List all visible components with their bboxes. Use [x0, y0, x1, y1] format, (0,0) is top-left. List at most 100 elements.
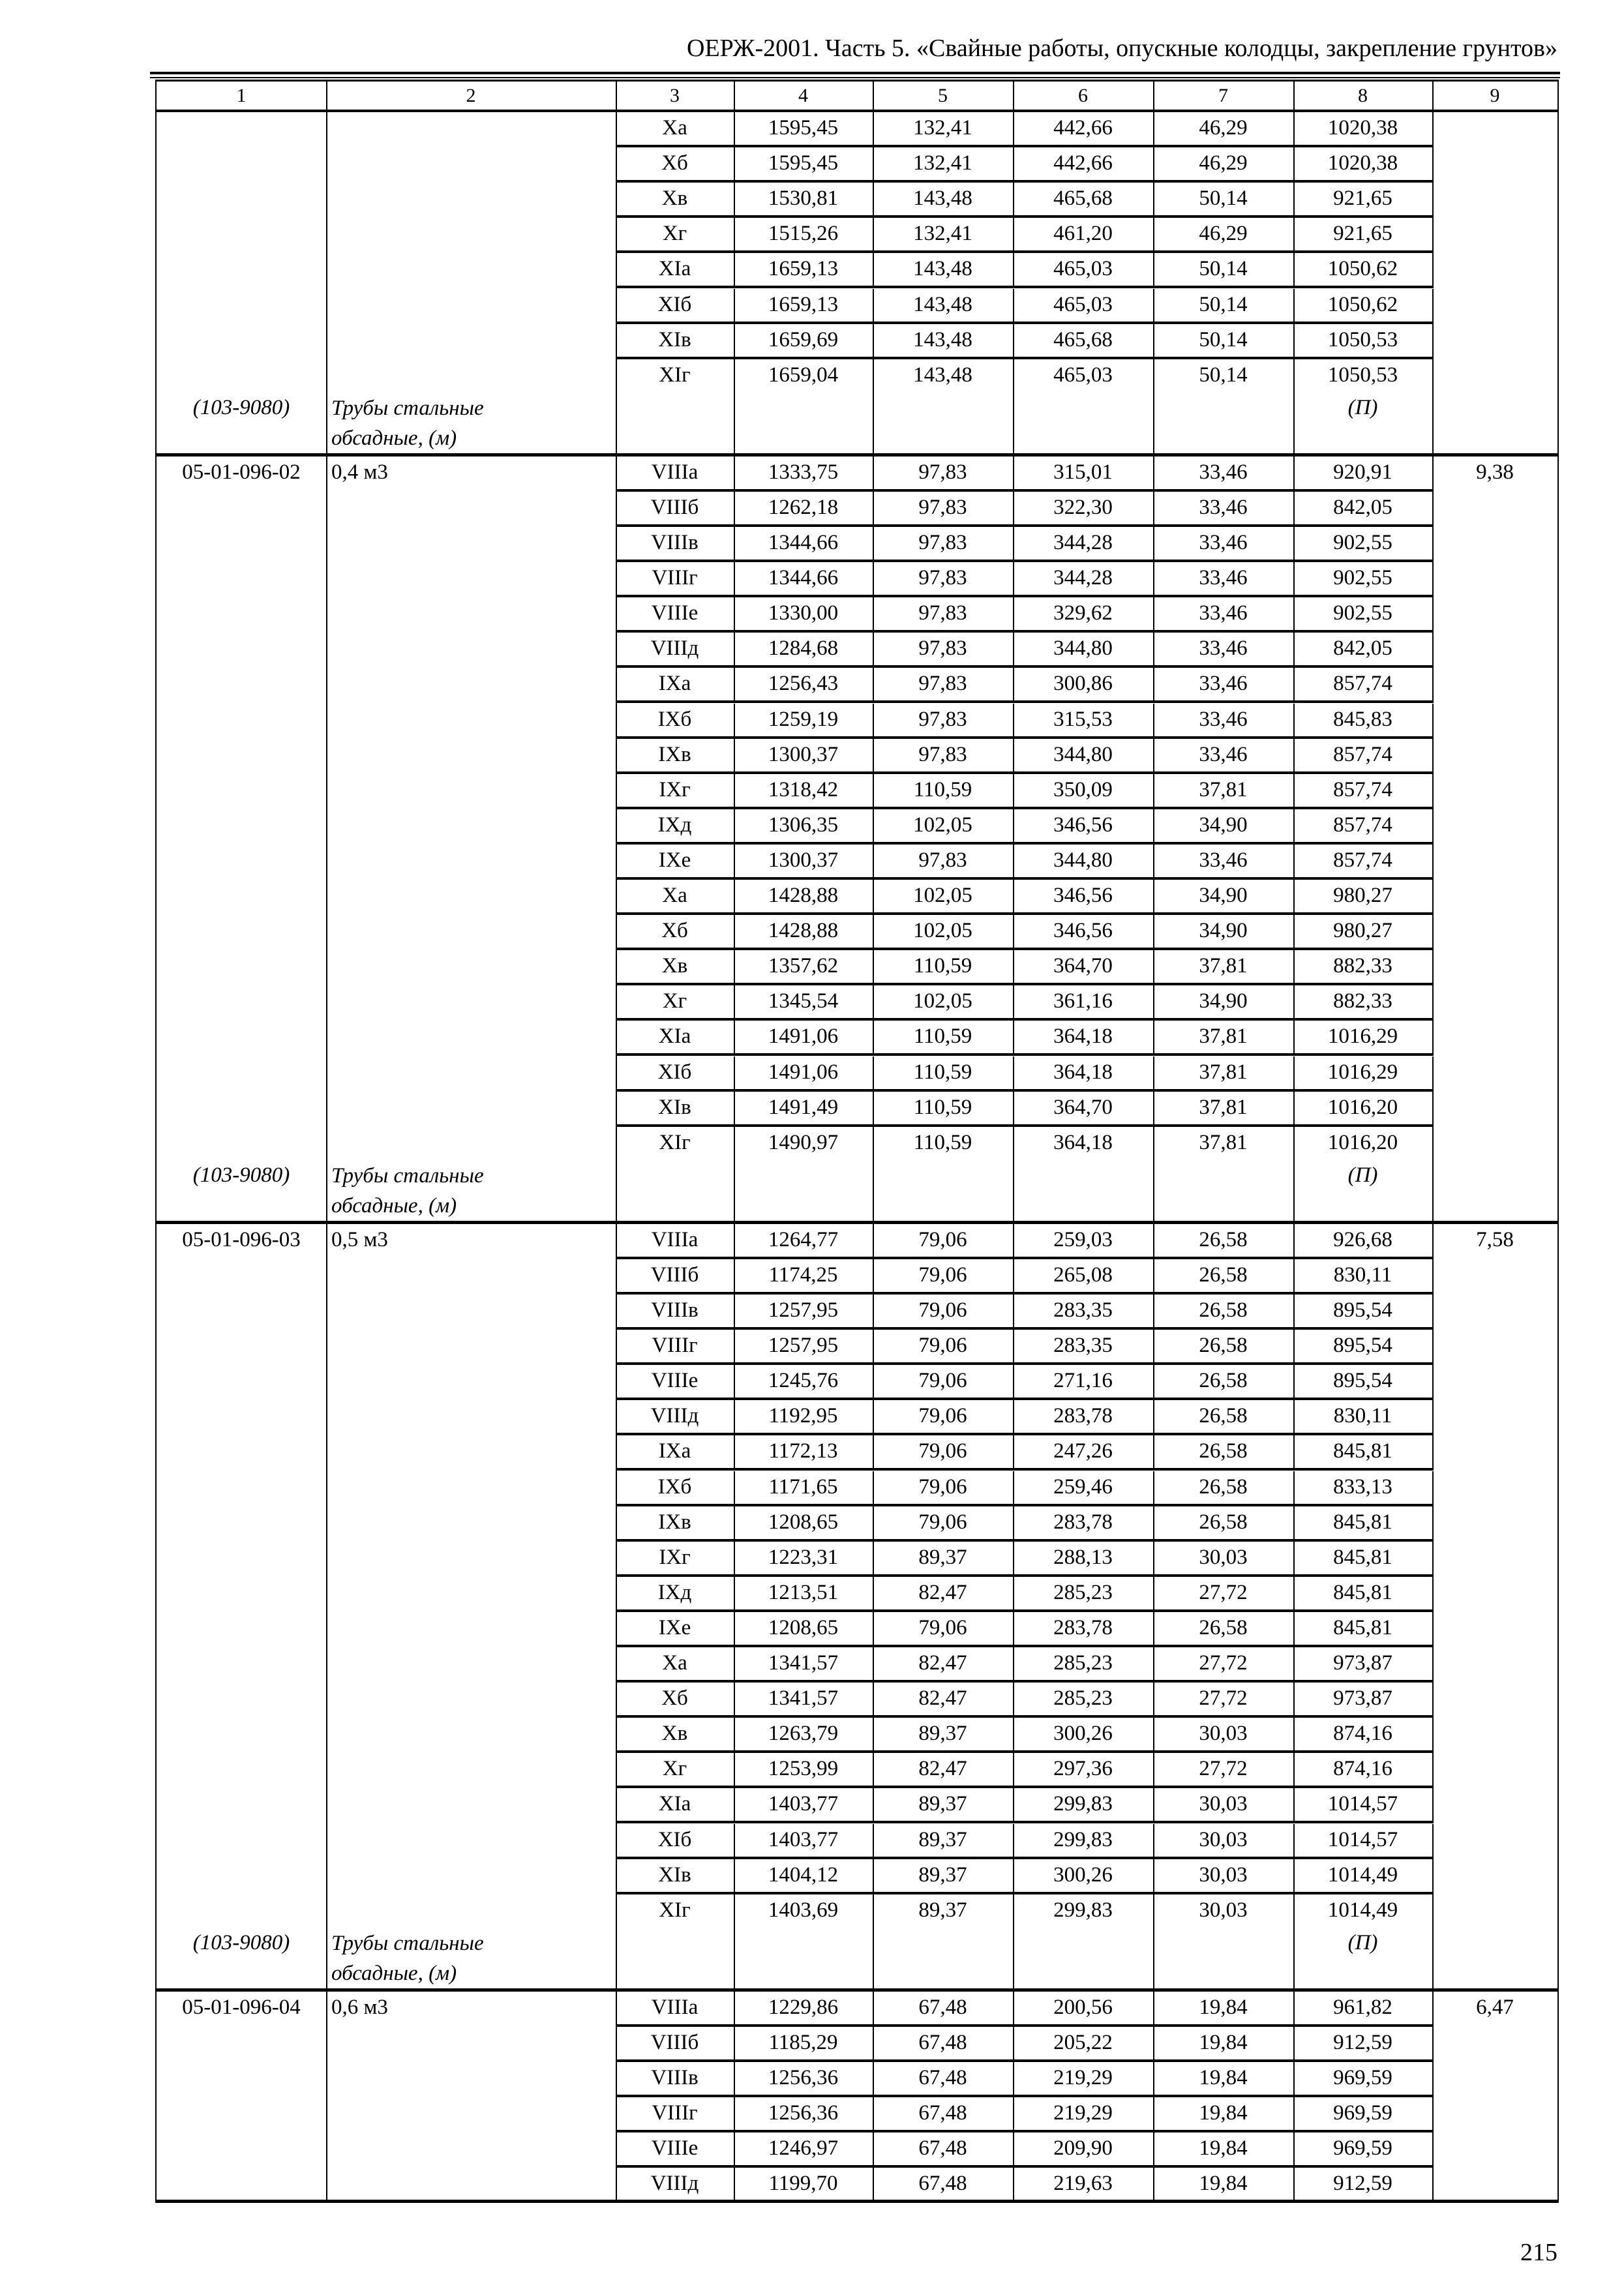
- value: 33,46: [1199, 848, 1248, 872]
- column-number-header: 3: [616, 80, 735, 112]
- value: 1491,49: [768, 1095, 839, 1119]
- value-cell: 97,83: [873, 633, 1014, 668]
- value: 1491,06: [768, 1025, 839, 1049]
- value-cell: 1256,36: [734, 2097, 874, 2133]
- category-label: Xв: [661, 187, 688, 211]
- category-label: XIб: [657, 1060, 692, 1084]
- value: 67,48: [918, 2101, 967, 2125]
- value-cell: 79,06: [873, 1330, 1014, 1366]
- value-cell: 830,11: [1293, 1259, 1434, 1294]
- value-cell: 1530,81: [734, 183, 874, 218]
- value: 969,59: [1333, 2066, 1392, 2089]
- value-cell: 874,16: [1293, 1718, 1434, 1754]
- category-label: IXг: [659, 1545, 691, 1569]
- category-cell: XIб: [616, 1823, 735, 1859]
- value-cell: 1300,37: [734, 844, 874, 880]
- value: 200,56: [1053, 1995, 1113, 2019]
- value: 143,48: [913, 187, 972, 211]
- value: 50,14: [1199, 187, 1248, 211]
- value-cell: 27,72: [1153, 1683, 1295, 1718]
- value-cell: 102,05: [873, 985, 1014, 1021]
- value: 1256,36: [768, 2066, 839, 2089]
- value-cell: 34,90: [1153, 809, 1295, 845]
- value-cell: 283,35: [1013, 1330, 1154, 1366]
- category-cell: Xг: [616, 1753, 735, 1789]
- category-label: IXб: [657, 1474, 692, 1499]
- value-cell: 110,59: [873, 1021, 1014, 1056]
- value-cell: 33,46: [1153, 562, 1295, 598]
- value-cell: 67,48: [873, 1991, 1014, 2027]
- value-cell: 288,13: [1013, 1541, 1154, 1577]
- category-cell: Xб: [616, 147, 735, 183]
- value-cell: 50,14: [1153, 323, 1295, 359]
- value-cell: 857,74: [1293, 844, 1434, 880]
- value: 27,72: [1199, 1580, 1248, 1604]
- value: 300,26: [1053, 1722, 1113, 1746]
- value-cell: 30,03: [1153, 1541, 1295, 1577]
- page-number: 215: [1520, 2239, 1557, 2266]
- value-cell: 97,83: [873, 456, 1014, 492]
- value: 857,74: [1333, 777, 1392, 801]
- value-cell: 89,37: [873, 1541, 1014, 1577]
- value-cell: 97,83: [873, 668, 1014, 704]
- value-cell: 895,54: [1293, 1294, 1434, 1330]
- value: 288,13: [1053, 1545, 1113, 1569]
- value: 1659,04: [768, 363, 839, 387]
- category-label: IXa: [658, 1439, 691, 1463]
- value-cell: 79,06: [873, 1259, 1014, 1294]
- value-cell: 82,47: [873, 1576, 1014, 1612]
- value: 89,37: [918, 1898, 967, 1922]
- value-cell: 1403,77: [734, 1788, 874, 1824]
- value-cell: 1341,57: [734, 1647, 874, 1683]
- value-cell: 33,46: [1153, 597, 1295, 633]
- value: 1259,19: [768, 707, 839, 731]
- value-cell: 845,81: [1293, 1611, 1434, 1647]
- bucket-size: 0,5 м3: [331, 1227, 388, 1251]
- value: 920,91: [1333, 460, 1392, 484]
- column-number: 1: [236, 84, 247, 106]
- category-cell: VIIIд: [616, 2168, 735, 2204]
- value-cell: 895,54: [1293, 1365, 1434, 1401]
- category-cell: VIIIг: [616, 1330, 735, 1366]
- value-cell: 1491,49: [734, 1091, 874, 1127]
- value: 97,83: [918, 742, 967, 766]
- category-cell: Xв: [616, 183, 735, 218]
- value: 1014,57: [1327, 1827, 1398, 1851]
- category-cell: IXб: [616, 1471, 735, 1506]
- value-cell: 67,48: [873, 2097, 1014, 2133]
- value: 67,48: [918, 2030, 967, 2054]
- category-label: XIг: [659, 1898, 691, 1922]
- value-cell: 33,46: [1153, 668, 1295, 704]
- category-cell: Xб: [616, 915, 735, 951]
- category-label: IXг: [659, 777, 691, 801]
- value: 143,48: [913, 327, 972, 352]
- coefficient-cell: 9,38: [1432, 456, 1559, 1224]
- category-label: VIIIв: [651, 1298, 699, 1322]
- value-cell: 857,74: [1293, 738, 1434, 774]
- value-cell: 89,37: [873, 1823, 1014, 1859]
- category-label: XIв: [658, 327, 691, 352]
- value-cell: 346,56: [1013, 880, 1154, 916]
- value-cell: 67,48: [873, 2168, 1014, 2204]
- value-cell: 344,80: [1013, 844, 1154, 880]
- value-cell: 1229,86: [734, 1991, 874, 2027]
- value-cell: 50,14: [1153, 183, 1295, 218]
- value: 205,22: [1053, 2030, 1113, 2054]
- value: 1174,25: [768, 1263, 838, 1287]
- value-cell: 132,41: [873, 218, 1014, 254]
- value-cell: 921,65: [1293, 183, 1434, 218]
- value-cell: 26,58: [1153, 1506, 1295, 1542]
- value-cell: 67,48: [873, 2026, 1014, 2062]
- value: 259,03: [1053, 1227, 1113, 1251]
- value: 1208,65: [768, 1615, 839, 1639]
- value: 961,82: [1333, 1995, 1392, 2019]
- category-cell: XIa: [616, 253, 735, 289]
- value: 300,86: [1053, 672, 1113, 696]
- value: 30,03: [1199, 1827, 1248, 1851]
- resource-name: Трубы стальные обсадные, (м): [331, 1931, 484, 1985]
- value-cell: 1428,88: [734, 880, 874, 916]
- value-cell: 969,59: [1293, 2132, 1434, 2168]
- value: 97,83: [918, 566, 967, 590]
- value: 926,68: [1333, 1227, 1392, 1251]
- value-cell: 973,87: [1293, 1647, 1434, 1683]
